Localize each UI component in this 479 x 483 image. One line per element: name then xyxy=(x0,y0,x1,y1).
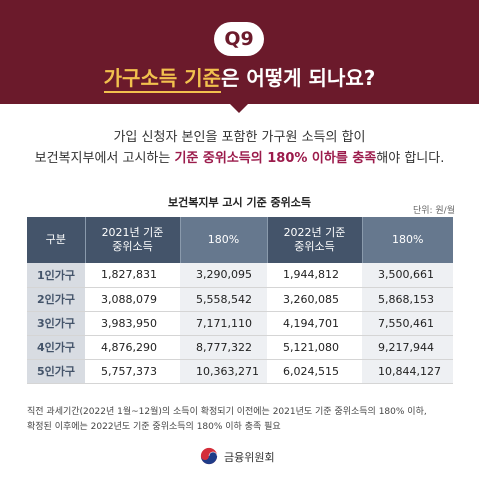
row-label: 4인가구 xyxy=(27,335,85,360)
cell-2022-median: 5,121,080 xyxy=(267,335,362,360)
banner-notch xyxy=(229,103,249,113)
cell-2021-180pct: 7,171,110 xyxy=(180,311,267,336)
cell-2022-median: 3,260,085 xyxy=(267,287,362,312)
table-row: 5인가구 5,757,373 10,363,271 6,024,515 10,8… xyxy=(27,359,453,384)
headline-highlight: 가구소득 기준 xyxy=(103,66,222,93)
description-line1: 가입 신청자 본인을 포함한 가구원 소득의 합이 xyxy=(113,130,366,145)
cell-2021-median: 4,876,290 xyxy=(85,335,180,360)
header-2022-line1: 2022년 기준 xyxy=(283,226,346,239)
cell-2022-median: 6,024,515 xyxy=(267,359,362,384)
header-2022-180pct: 180% xyxy=(362,217,453,263)
header-2021-line1: 2021년 기준 xyxy=(101,226,164,239)
cell-2022-180pct: 9,217,944 xyxy=(362,335,453,360)
org-name: 금융위원회 xyxy=(224,451,275,464)
headline-rest: 은 어떻게 되나요? xyxy=(221,66,376,90)
cell-2021-180pct: 5,558,542 xyxy=(180,287,267,312)
cell-2022-180pct: 10,844,127 xyxy=(362,359,453,384)
header-2021-median: 2021년 기준 중위소득 xyxy=(85,217,181,263)
table-row: 1인가구 1,827,831 3,290,095 1,944,812 3,500… xyxy=(27,263,453,288)
header-2021-line2: 중위소득 xyxy=(112,240,153,253)
unit-label: 단위: 원/월 xyxy=(412,206,455,216)
cell-2021-median: 3,983,950 xyxy=(85,311,180,336)
description-prefix: 보건복지부에서 고시하는 xyxy=(34,151,175,166)
description: 가입 신청자 본인을 포함한 가구원 소득의 합이 보건복지부에서 고시하는 기… xyxy=(0,127,479,169)
footnote-line2: 확정된 이후에는 2022년도 기준 중위소득의 180% 이하 충족 필요 xyxy=(27,422,281,432)
cell-2021-median: 5,757,373 xyxy=(85,359,180,384)
cell-2021-180pct: 10,363,271 xyxy=(180,359,267,384)
header-banner: Q9 가구소득 기준은 어떻게 되나요? xyxy=(0,0,479,104)
cell-2022-180pct: 3,500,661 xyxy=(362,263,453,288)
table-row: 2인가구 3,088,079 5,558,542 3,260,085 5,868… xyxy=(27,287,453,312)
table-header-row: 구분 2021년 기준 중위소득 180% 2022년 기준 중위소득 180% xyxy=(27,217,453,263)
row-label: 5인가구 xyxy=(27,359,85,384)
taegeuk-emblem-icon xyxy=(200,447,218,465)
header-category: 구분 xyxy=(27,217,86,263)
header-2022-line2: 중위소득 xyxy=(294,240,335,253)
footnote: 직전 과세기간(2022년 1월~12월)의 소득이 확정되기 이전에는 202… xyxy=(27,405,467,435)
headline: 가구소득 기준은 어떻게 되나요? xyxy=(0,62,479,93)
table-title: 보건복지부 고시 기준 중위소득 xyxy=(167,196,312,209)
row-label: 3인가구 xyxy=(27,311,85,336)
question-badge: Q9 xyxy=(214,22,264,56)
description-suffix: 해야 합니다. xyxy=(376,151,445,166)
cell-2022-median: 1,944,812 xyxy=(267,263,362,288)
row-label: 1인가구 xyxy=(27,263,85,288)
cell-2021-180pct: 3,290,095 xyxy=(180,263,267,288)
cell-2022-median: 4,194,701 xyxy=(267,311,362,336)
description-line2: 보건복지부에서 고시하는 기준 중위소득의 180% 이하를 충족해야 합니다. xyxy=(0,148,479,169)
median-income-table: 구분 2021년 기준 중위소득 180% 2022년 기준 중위소득 180% 1… xyxy=(27,217,453,384)
table-row: 3인가구 3,983,950 7,171,110 4,194,701 7,550… xyxy=(27,311,453,336)
header-2021-180pct: 180% xyxy=(180,217,268,263)
cell-2022-180pct: 7,550,461 xyxy=(362,311,453,336)
footnote-line1: 직전 과세기간(2022년 1월~12월)의 소득이 확정되기 이전에는 202… xyxy=(27,407,427,417)
cell-2021-180pct: 8,777,322 xyxy=(180,335,267,360)
header-2022-median: 2022년 기준 중위소득 xyxy=(267,217,363,263)
description-emphasis: 기준 중위소득의 180% 이하를 충족 xyxy=(174,151,377,166)
cell-2021-median: 3,088,079 xyxy=(85,287,180,312)
row-label: 2인가구 xyxy=(27,287,85,312)
cell-2022-180pct: 5,868,153 xyxy=(362,287,453,312)
table-row: 4인가구 4,876,290 8,777,322 5,121,080 9,217… xyxy=(27,335,453,360)
cell-2021-median: 1,827,831 xyxy=(85,263,180,288)
